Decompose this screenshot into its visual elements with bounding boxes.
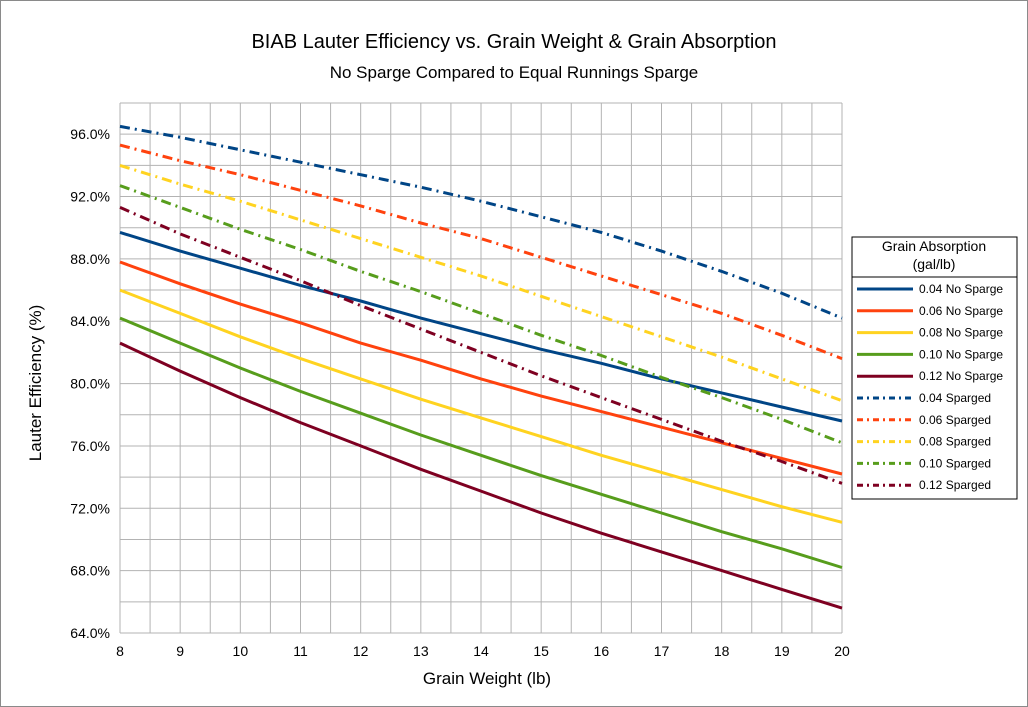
x-tick-label: 16 [594, 643, 610, 659]
y-tick-label: 96.0% [70, 126, 110, 142]
series-line [119, 288, 843, 524]
series-line [119, 163, 843, 403]
legend-label: 0.04 No Sparge [919, 282, 1003, 296]
x-axis-title: Grain Weight (lb) [423, 669, 551, 688]
legend-label: 0.12 Sparged [919, 478, 991, 492]
x-tick-label: 15 [533, 643, 549, 659]
legend-label: 0.10 Sparged [919, 456, 991, 470]
x-tick-label: 13 [413, 643, 429, 659]
chart-subtitle: No Sparge Compared to Equal Runnings Spa… [330, 63, 699, 82]
series-line [119, 206, 843, 485]
y-tick-label: 88.0% [70, 251, 110, 267]
grid [119, 102, 843, 634]
y-tick-label: 84.0% [70, 313, 110, 329]
legend-title-line-1: Grain Absorption [882, 238, 986, 254]
x-tick-label: 10 [233, 643, 249, 659]
y-tick-label: 72.0% [70, 500, 110, 516]
legend-label: 0.10 No Sparge [919, 347, 1003, 361]
series-line [119, 143, 843, 360]
series-line [119, 341, 843, 610]
chart-title: BIAB Lauter Efficiency vs. Grain Weight … [251, 31, 776, 53]
x-tick-label: 19 [774, 643, 790, 659]
x-tick-label: 18 [714, 643, 730, 659]
legend-label: 0.04 Sparged [919, 391, 991, 405]
x-tick-label: 8 [116, 643, 124, 659]
legend-box [851, 236, 1018, 500]
y-tick-label: 68.0% [70, 563, 110, 579]
series-line [119, 316, 843, 569]
legend-title-line-2: (gal/lb) [913, 256, 956, 272]
y-axis-title: Lauter Efficiency (%) [26, 305, 45, 462]
y-tick-label: 80.0% [70, 376, 110, 392]
y-tick-label: 64.0% [70, 625, 110, 641]
legend: Grain Absorption (gal/lb) 0.04 No Sparge… [851, 236, 1018, 500]
series-line [119, 230, 843, 423]
legend-label: 0.06 Sparged [919, 413, 991, 427]
series-line [119, 124, 843, 320]
legend-label: 0.08 No Sparge [919, 326, 1003, 340]
legend-label: 0.12 No Sparge [919, 369, 1003, 383]
x-tick-label: 9 [176, 643, 184, 659]
tick-labels: 8 9 10 11 12 13 14 15 16 17 18 19 20 64.0% 68.0% 72.0% 7… [70, 126, 850, 659]
y-tick-label: 92.0% [70, 189, 110, 205]
y-tick-label: 76.0% [70, 438, 110, 454]
series-line [119, 184, 843, 445]
x-tick-label: 12 [353, 643, 369, 659]
x-tick-label: 14 [473, 643, 489, 659]
x-tick-label: 17 [654, 643, 670, 659]
series-lines [119, 124, 843, 610]
legend-label: 0.06 No Sparge [919, 304, 1003, 318]
legend-label: 0.08 Sparged [919, 435, 991, 449]
x-tick-label: 20 [834, 643, 850, 659]
x-tick-label: 11 [293, 643, 308, 659]
